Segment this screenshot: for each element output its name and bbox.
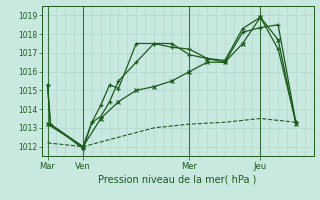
X-axis label: Pression niveau de la mer( hPa ): Pression niveau de la mer( hPa ) [99,175,257,185]
